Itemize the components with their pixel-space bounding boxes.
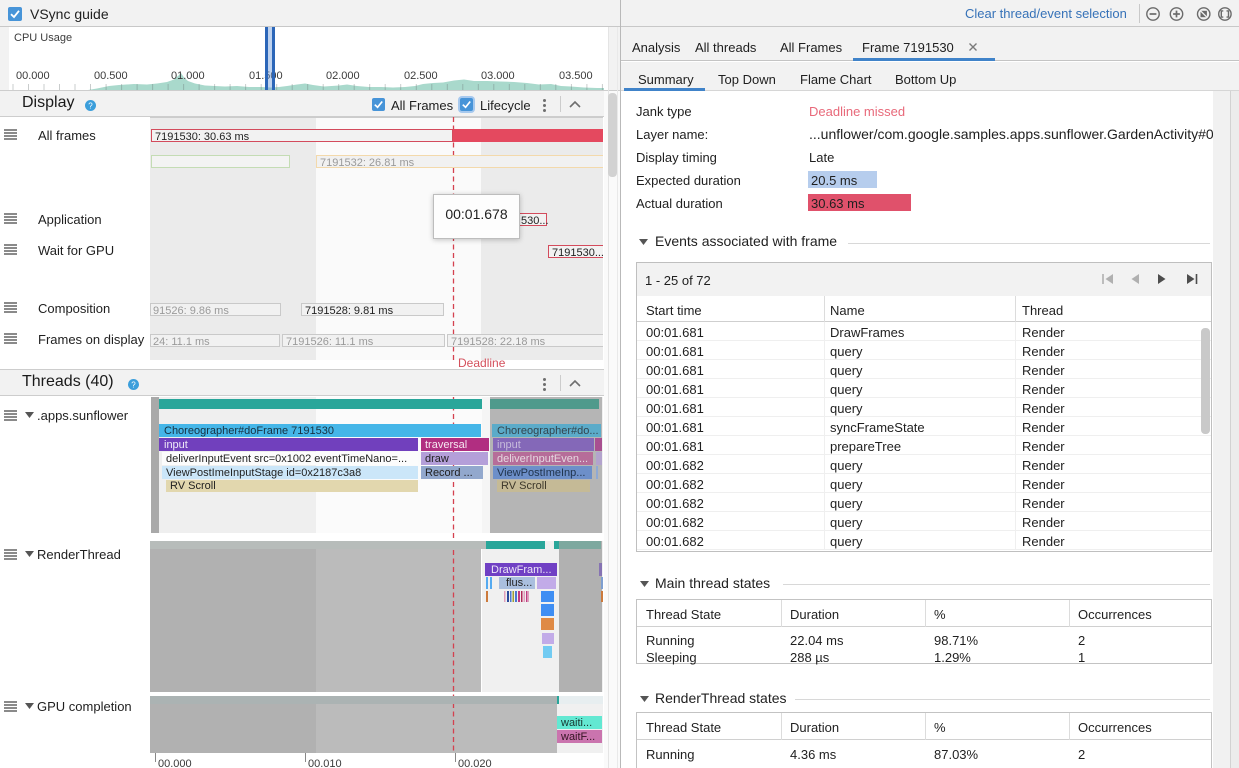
svg-text:?: ? [131,380,136,389]
svg-text:?: ? [88,101,93,110]
